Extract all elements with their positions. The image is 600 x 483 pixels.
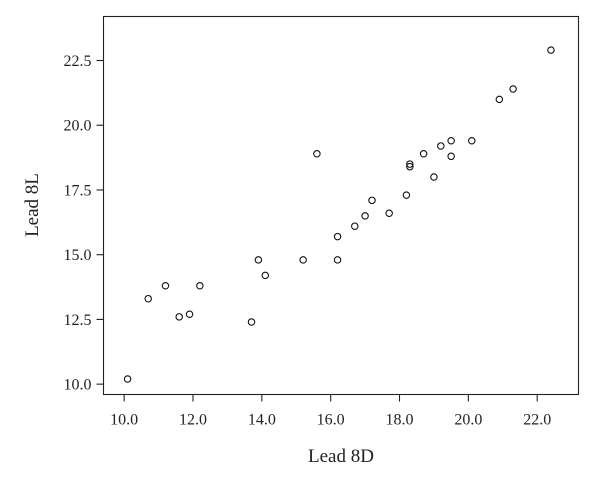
data-point — [254, 256, 263, 264]
data-point — [547, 46, 555, 54]
data-point — [430, 173, 438, 181]
data-point — [406, 162, 414, 171]
data-point — [509, 85, 517, 93]
x-tick-label: 20.0 — [454, 412, 482, 429]
y-tick-label: 12.5 — [64, 312, 92, 329]
x-tick-label: 22.0 — [523, 412, 551, 429]
data-point — [361, 212, 369, 220]
x-tick-label: 18.0 — [386, 412, 414, 429]
data-point — [351, 222, 359, 230]
y-axis: 10.0 12.5 15.0 17.5 20.0 22.5 — [64, 53, 104, 394]
x-tick-label: 16.0 — [317, 412, 345, 429]
y-tick-label: 10.0 — [64, 377, 92, 394]
data-points — [123, 46, 555, 383]
data-point — [406, 160, 414, 168]
data-point — [385, 209, 393, 218]
y-axis-title: Lead 8L — [22, 173, 43, 237]
y-tick-label: 15.0 — [64, 247, 92, 264]
data-point — [437, 142, 445, 150]
data-point — [468, 137, 476, 145]
data-point — [333, 256, 342, 264]
data-point — [261, 271, 270, 280]
data-point — [175, 313, 183, 321]
data-point — [333, 232, 342, 241]
y-tick-label: 17.5 — [64, 182, 92, 199]
data-point — [402, 191, 411, 199]
data-point — [144, 294, 152, 303]
data-point — [247, 318, 256, 326]
data-point — [368, 196, 376, 205]
y-tick-label: 20.0 — [64, 118, 92, 135]
data-point — [447, 152, 455, 161]
data-point — [447, 137, 455, 145]
data-point — [495, 95, 504, 104]
data-point — [185, 310, 194, 318]
x-axis-title: Lead 8D — [308, 446, 374, 467]
data-point — [419, 149, 428, 158]
data-point — [196, 282, 204, 290]
x-axis: 10.0 12.0 14.0 16.0 18.0 20.0 22.0 — [110, 394, 551, 429]
data-point — [123, 375, 132, 383]
x-tick-label: 12.0 — [179, 412, 207, 429]
x-tick-label: 14.0 — [248, 412, 276, 429]
data-point — [299, 256, 307, 264]
data-point — [161, 282, 170, 290]
plot-frame — [102, 15, 580, 396]
y-tick-label: 22.5 — [64, 53, 92, 70]
x-tick-label: 10.0 — [110, 412, 138, 429]
data-point — [313, 149, 321, 158]
